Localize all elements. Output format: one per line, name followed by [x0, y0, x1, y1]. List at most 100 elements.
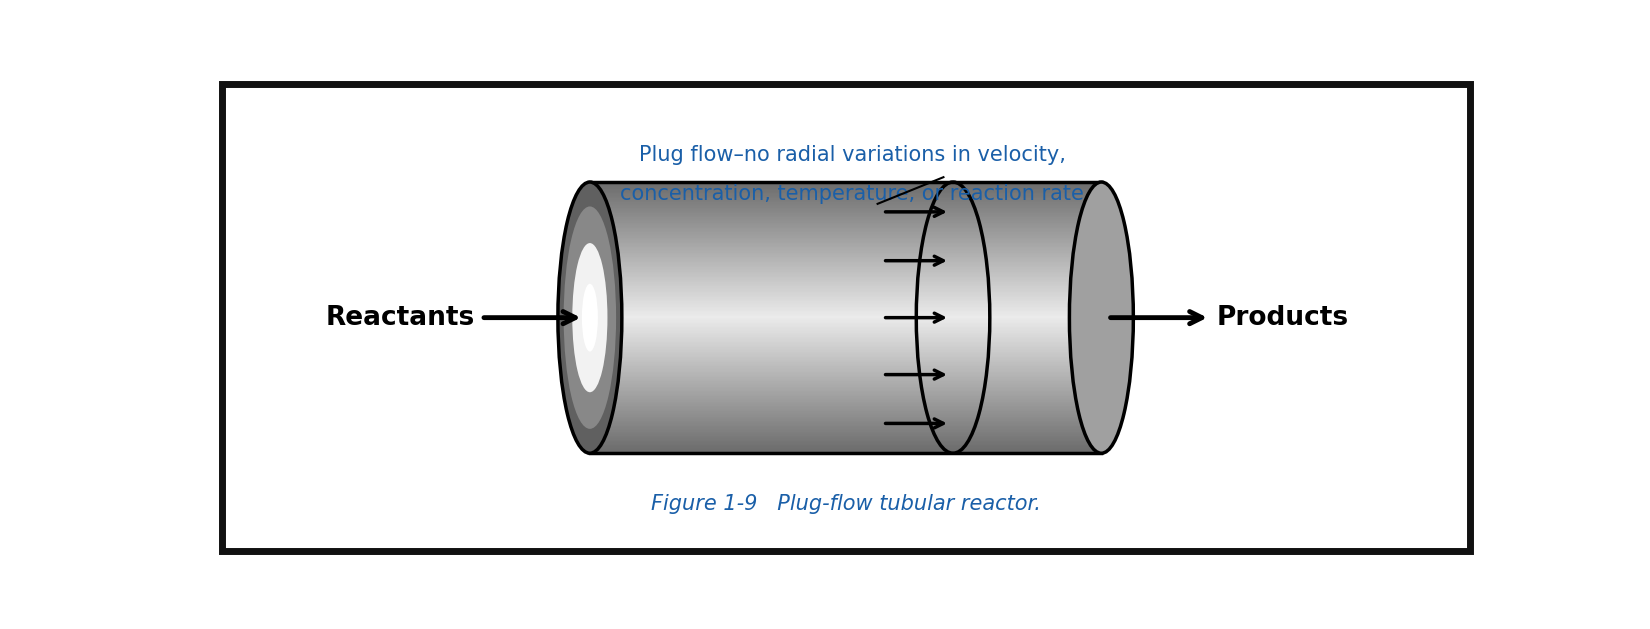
Bar: [591, 442, 1102, 444]
Bar: [591, 396, 1102, 398]
Bar: [591, 259, 1102, 260]
Bar: [591, 346, 1102, 347]
Bar: [591, 353, 1102, 354]
Bar: [591, 413, 1102, 414]
Bar: [591, 294, 1102, 296]
Bar: [591, 436, 1102, 437]
Bar: [591, 221, 1102, 223]
Bar: [591, 428, 1102, 429]
Bar: [591, 194, 1102, 196]
Bar: [591, 220, 1102, 221]
Text: Reactants: Reactants: [325, 304, 475, 331]
Bar: [591, 300, 1102, 301]
Bar: [591, 205, 1102, 206]
Bar: [591, 187, 1102, 189]
Bar: [591, 278, 1102, 280]
Text: Products: Products: [1216, 304, 1348, 331]
Bar: [591, 361, 1102, 362]
Bar: [591, 285, 1102, 286]
Bar: [591, 320, 1102, 321]
Bar: [591, 206, 1102, 208]
Bar: [591, 384, 1102, 386]
Bar: [591, 247, 1102, 248]
Bar: [591, 418, 1102, 420]
Bar: [591, 197, 1102, 198]
Bar: [591, 367, 1102, 368]
Bar: [591, 316, 1102, 318]
Bar: [591, 267, 1102, 269]
Bar: [591, 406, 1102, 407]
Bar: [591, 327, 1102, 328]
Text: concentration, temperature, or reaction rate: concentration, temperature, or reaction …: [620, 184, 1084, 204]
Bar: [591, 447, 1102, 448]
Bar: [591, 184, 1102, 185]
Bar: [591, 242, 1102, 243]
Bar: [591, 262, 1102, 264]
Bar: [591, 293, 1102, 294]
Bar: [591, 284, 1102, 285]
Bar: [591, 253, 1102, 254]
Bar: [591, 441, 1102, 442]
Bar: [591, 343, 1102, 345]
Bar: [591, 448, 1102, 449]
Bar: [591, 423, 1102, 425]
Bar: [591, 251, 1102, 253]
Bar: [591, 301, 1102, 303]
Bar: [591, 224, 1102, 225]
Bar: [591, 233, 1102, 235]
Bar: [591, 306, 1102, 307]
Bar: [591, 365, 1102, 367]
Bar: [591, 395, 1102, 396]
Bar: [591, 372, 1102, 373]
Bar: [591, 230, 1102, 231]
Bar: [591, 281, 1102, 282]
Bar: [591, 381, 1102, 382]
Bar: [591, 437, 1102, 438]
Bar: [591, 415, 1102, 416]
Bar: [591, 312, 1102, 314]
Bar: [591, 235, 1102, 237]
Bar: [591, 342, 1102, 343]
Bar: [591, 426, 1102, 428]
Bar: [591, 377, 1102, 379]
Bar: [591, 337, 1102, 338]
Bar: [591, 452, 1102, 454]
Bar: [591, 274, 1102, 276]
Bar: [591, 369, 1102, 370]
Bar: [591, 298, 1102, 299]
Bar: [591, 425, 1102, 426]
Bar: [591, 291, 1102, 292]
Bar: [591, 250, 1102, 251]
Bar: [591, 433, 1102, 434]
Bar: [591, 216, 1102, 217]
Bar: [591, 282, 1102, 284]
Bar: [591, 198, 1102, 199]
Bar: [591, 403, 1102, 404]
Bar: [591, 323, 1102, 325]
Bar: [591, 260, 1102, 262]
Bar: [591, 431, 1102, 433]
Bar: [591, 354, 1102, 355]
Bar: [591, 326, 1102, 327]
Bar: [591, 265, 1102, 266]
Bar: [591, 296, 1102, 298]
Bar: [591, 277, 1102, 278]
Bar: [591, 223, 1102, 224]
Bar: [591, 315, 1102, 316]
Bar: [591, 264, 1102, 265]
Bar: [591, 394, 1102, 395]
Bar: [591, 338, 1102, 339]
Bar: [591, 213, 1102, 214]
Bar: [591, 387, 1102, 388]
Bar: [591, 368, 1102, 369]
Bar: [591, 341, 1102, 342]
Bar: [591, 314, 1102, 315]
Bar: [591, 227, 1102, 228]
Bar: [591, 248, 1102, 250]
Ellipse shape: [558, 182, 622, 454]
Bar: [591, 359, 1102, 360]
Bar: [591, 333, 1102, 334]
Bar: [591, 289, 1102, 291]
Bar: [591, 440, 1102, 441]
Bar: [591, 201, 1102, 203]
